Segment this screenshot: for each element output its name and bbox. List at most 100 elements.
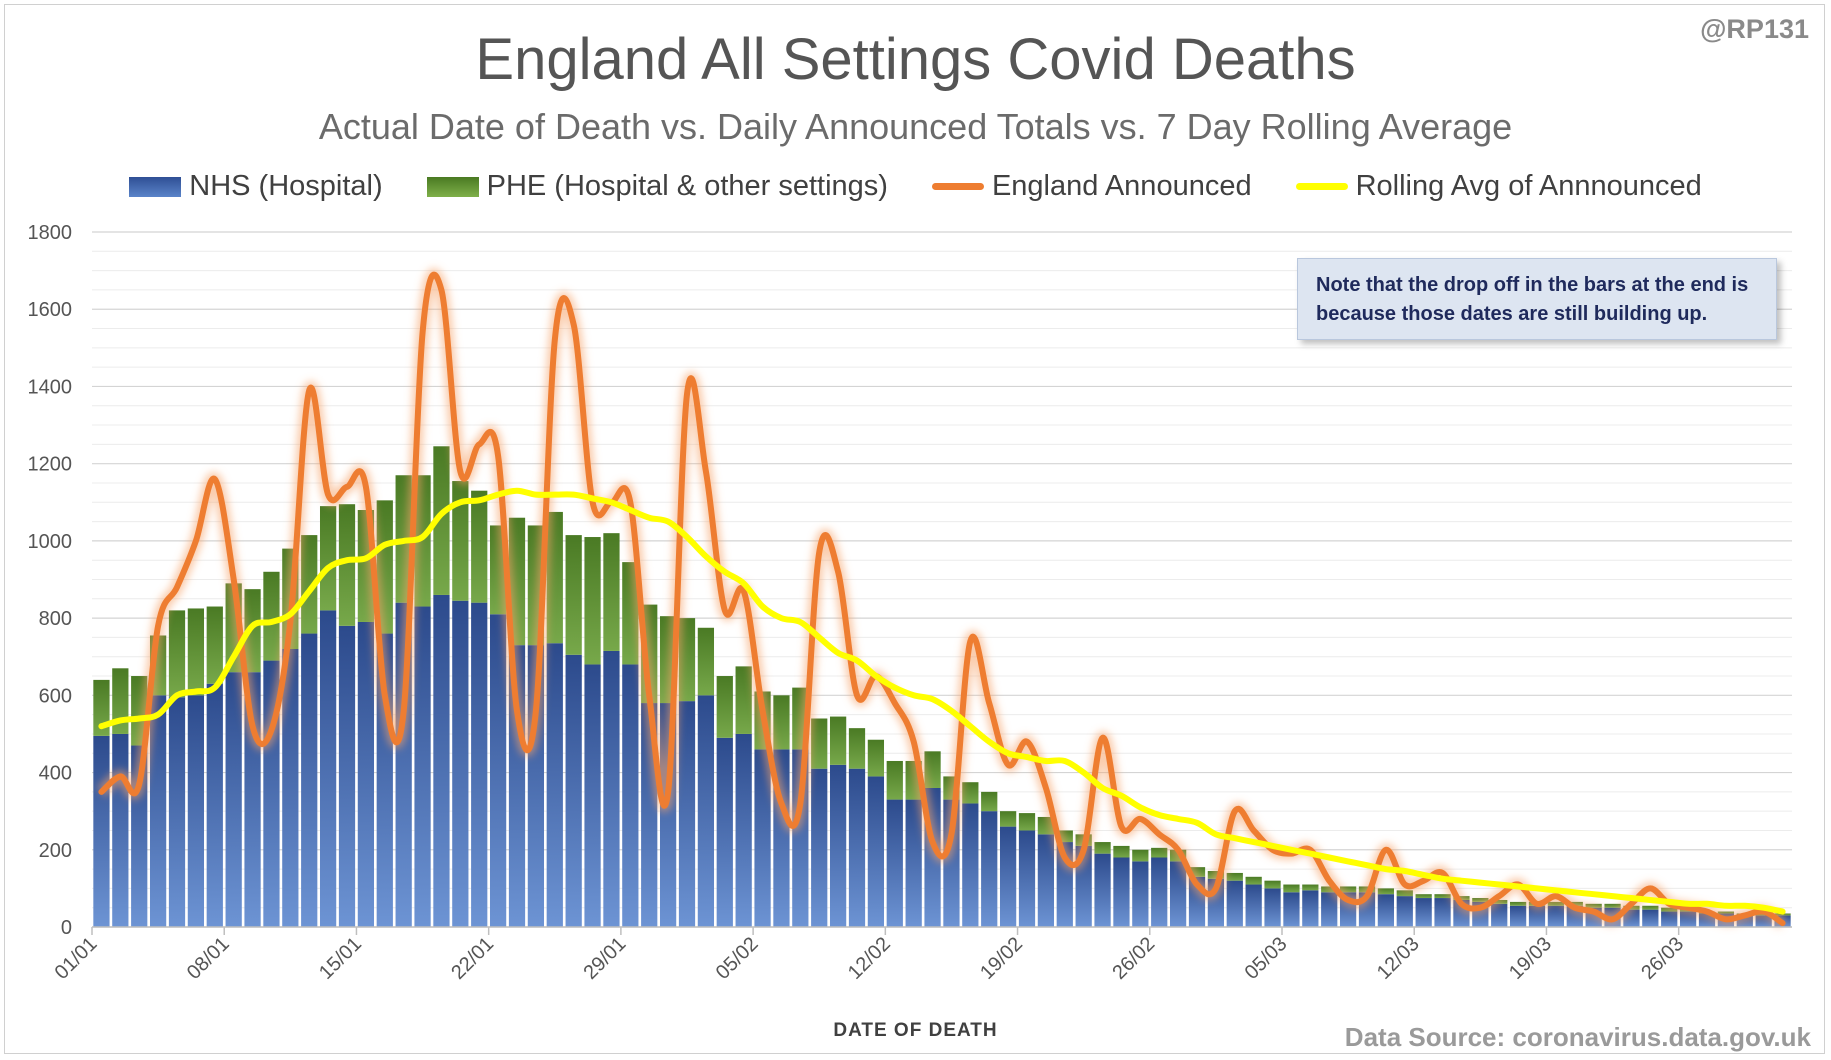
bar-nhs xyxy=(1264,888,1281,927)
bar-nhs xyxy=(1547,905,1565,927)
bar-nhs xyxy=(112,733,129,927)
bar-phe xyxy=(716,676,733,738)
bar-nhs xyxy=(1377,894,1395,927)
bar-nhs xyxy=(225,672,242,927)
bar-nhs xyxy=(168,697,186,927)
bar-phe xyxy=(811,718,828,769)
x-tick-label: 19/02 xyxy=(976,933,1027,984)
bar-nhs xyxy=(414,606,431,927)
bar-nhs xyxy=(584,664,601,927)
note-annotation: Note that the drop off in the bars at th… xyxy=(1297,258,1777,340)
bar-nhs xyxy=(338,625,356,927)
legend-item-nhs: NHS (Hospital) xyxy=(129,170,383,203)
bar-phe xyxy=(1018,813,1036,831)
y-tick-label: 1600 xyxy=(28,299,73,321)
bar-nhs xyxy=(1415,898,1432,927)
bar-nhs xyxy=(603,650,620,927)
x-tick-label: 05/03 xyxy=(1241,933,1292,984)
legend-swatch-rolling xyxy=(1295,183,1348,190)
bar-nhs xyxy=(905,799,922,927)
bar-nhs xyxy=(1642,909,1659,927)
bar-phe xyxy=(1283,884,1300,893)
bar-phe xyxy=(1472,898,1489,902)
bar-nhs xyxy=(678,701,696,927)
bar-nhs xyxy=(1491,903,1508,927)
chart-title: England All Settings Covid Deaths xyxy=(475,27,1356,92)
data-source: Data Source: coronavirus.data.gov.uk xyxy=(1344,1022,1811,1052)
legend-label-announced: England Announced xyxy=(991,170,1252,202)
x-tick-label: 05/02 xyxy=(712,933,763,984)
legend: NHS (Hospital) PHE (Hospital & other set… xyxy=(0,170,1831,203)
bar-phe xyxy=(1264,880,1281,889)
bar-phe xyxy=(338,504,356,626)
bar-nhs xyxy=(829,764,847,927)
bar-nhs xyxy=(282,649,299,927)
bar-nhs xyxy=(1661,911,1678,927)
legend-swatch-phe xyxy=(426,176,479,197)
bar-nhs xyxy=(149,695,167,927)
bar-nhs xyxy=(1132,861,1149,927)
bar-nhs xyxy=(1018,830,1036,927)
bar-phe xyxy=(999,811,1017,827)
bar-phe xyxy=(1245,876,1262,885)
legend-item-phe: PHE (Hospital & other settings) xyxy=(426,170,888,203)
bar-phe xyxy=(697,627,715,696)
bar-phe xyxy=(603,533,620,651)
bar-nhs xyxy=(716,737,733,927)
bar-phe xyxy=(1547,901,1565,906)
legend-swatch-nhs xyxy=(129,176,182,197)
bar-phe xyxy=(301,535,318,634)
x-tick-label: 12/02 xyxy=(844,933,895,984)
bar-phe xyxy=(773,695,790,750)
bar-phe xyxy=(1132,849,1149,862)
bar-phe xyxy=(886,760,903,800)
bar-phe xyxy=(1396,890,1413,897)
bar-nhs xyxy=(301,633,318,927)
y-tick-label: 800 xyxy=(39,608,72,630)
y-tick-label: 600 xyxy=(39,685,72,707)
bar-nhs xyxy=(754,749,771,927)
bar-phe xyxy=(452,481,469,601)
bar-phe xyxy=(1339,886,1357,893)
y-tick-label: 1000 xyxy=(28,531,73,553)
bar-nhs xyxy=(1094,853,1111,927)
bar-nhs xyxy=(546,643,563,927)
y-tick-label: 200 xyxy=(39,840,72,862)
bar-nhs xyxy=(489,614,507,927)
bar-nhs xyxy=(1169,861,1187,927)
bar-nhs xyxy=(962,803,979,927)
bar-nhs xyxy=(1151,857,1168,927)
bar-nhs xyxy=(1679,911,1697,927)
announced-line xyxy=(98,271,1786,927)
bar-nhs xyxy=(1755,915,1772,927)
bar-phe xyxy=(584,537,601,665)
bar-phe xyxy=(187,608,205,696)
y-tick-label: 1800 xyxy=(28,222,73,244)
bar-phe xyxy=(1151,847,1168,858)
y-tick-label: 1200 xyxy=(28,454,73,476)
legend-swatch-announced xyxy=(931,183,984,190)
bar-phe xyxy=(735,666,752,734)
bar-nhs xyxy=(206,683,223,927)
bar-nhs xyxy=(1509,905,1527,927)
bar-nhs xyxy=(1396,896,1413,927)
bar-phe xyxy=(1509,901,1527,906)
bar-nhs xyxy=(622,664,639,927)
lines xyxy=(96,268,1787,929)
bar-nhs xyxy=(1302,890,1319,927)
bar-phe xyxy=(981,791,998,812)
legend-label-phe: PHE (Hospital & other settings) xyxy=(486,170,888,202)
legend-label-rolling: Rolling Avg of Annnounced xyxy=(1355,170,1702,202)
bar-phe xyxy=(678,618,696,702)
x-tick-label: 01/01 xyxy=(51,933,102,984)
bar-phe xyxy=(1604,903,1621,908)
rolling-avg-line xyxy=(98,487,1786,915)
bar-phe xyxy=(1377,888,1395,895)
x-axis-title: DATE OF DEATH xyxy=(833,1020,998,1041)
author-handle: @RP131 xyxy=(1700,14,1809,44)
bar-phe xyxy=(263,571,280,661)
bar-nhs xyxy=(886,799,903,927)
bar-nhs xyxy=(1321,892,1338,927)
y-tick-label: 400 xyxy=(39,763,72,785)
bar-phe xyxy=(924,751,941,788)
